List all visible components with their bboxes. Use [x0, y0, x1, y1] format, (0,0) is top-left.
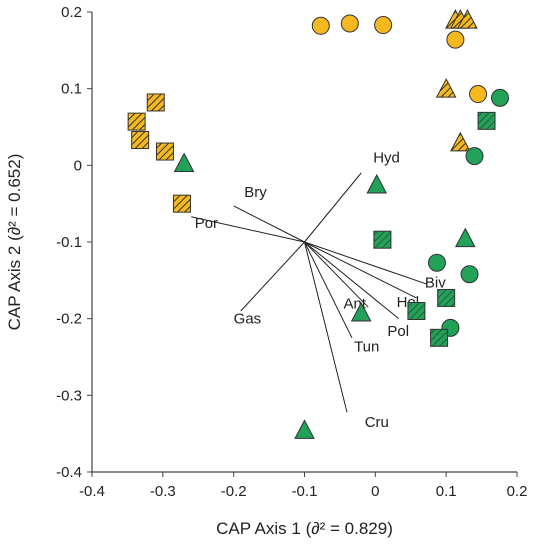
green-square-hatched-point — [430, 328, 449, 347]
yellow-square-hatched-point — [155, 142, 174, 161]
yellow-circle-point — [446, 30, 465, 49]
y-tick-label: -0.2 — [56, 311, 82, 328]
y-tick-label: 0 — [74, 157, 82, 174]
vector-label-bry: Bry — [244, 184, 267, 201]
vector-por — [191, 216, 305, 243]
green-circle-point — [491, 88, 509, 107]
green-square-hatched-point — [437, 288, 456, 307]
yellow-triangle-hatched-point — [450, 131, 471, 152]
data-points — [127, 9, 509, 439]
x-tick-label: -0.2 — [221, 483, 247, 500]
green-circle-point — [427, 253, 446, 272]
vector-bry — [233, 205, 305, 243]
yellow-square-hatched-point — [131, 131, 150, 150]
green-triangle-point — [350, 301, 372, 322]
green-square-hatched-point — [407, 302, 426, 320]
green-triangle-point — [366, 173, 388, 194]
y-tick-label: -0.1 — [56, 234, 82, 251]
vector-cru — [304, 241, 348, 413]
yellow-triangle-hatched-point — [435, 78, 457, 98]
vector-label-cru: Cru — [365, 414, 389, 431]
vector-hol — [304, 241, 417, 299]
yellow-circle-point — [340, 14, 359, 33]
vector-label-por: Por — [195, 215, 218, 232]
vector-label-tun: Tun — [354, 338, 379, 355]
yellow-circle-point — [311, 16, 330, 35]
vector-pol — [304, 241, 400, 320]
yellow-circle-point — [374, 16, 393, 35]
y-tick-label: 0.1 — [61, 81, 82, 98]
green-triangle-point — [173, 152, 195, 173]
green-square-hatched-point — [373, 230, 392, 249]
x-tick-label: 0.1 — [436, 483, 457, 500]
green-circle-point — [465, 147, 484, 166]
green-circle-point — [460, 265, 479, 284]
yellow-square-hatched-point — [146, 93, 165, 112]
x-tick-label: -0.1 — [292, 483, 318, 500]
vector-gas — [240, 241, 305, 312]
x-tick-label: 0 — [371, 483, 379, 500]
x-tick-label: 0.2 — [507, 483, 528, 500]
x-axis-title: CAP Axis 1 (∂² = 0.829) — [216, 519, 393, 538]
yellow-circle-point — [469, 85, 488, 104]
vector-biv — [304, 241, 428, 285]
yellow-square-hatched-point — [127, 112, 146, 131]
vector-label-biv: Biv — [425, 275, 446, 292]
vector-tun — [304, 241, 353, 339]
green-triangle-point — [454, 227, 476, 248]
vector-hyd — [304, 172, 362, 243]
vector-ant — [304, 241, 369, 308]
x-tick-label: -0.3 — [150, 483, 176, 500]
vector-label-pol: Pol — [387, 323, 409, 340]
x-tick-label: -0.4 — [79, 483, 105, 500]
vector-label-gas: Gas — [234, 311, 262, 328]
yellow-triangle-hatched-point — [457, 9, 478, 29]
y-tick-label: 0.2 — [61, 4, 82, 21]
green-square-hatched-point — [477, 111, 496, 130]
green-triangle-point — [294, 419, 315, 439]
yellow-square-hatched-point — [172, 194, 191, 213]
y-tick-label: -0.4 — [56, 464, 82, 481]
vector-label-hyd: Hyd — [373, 150, 400, 167]
y-axis-title: CAP Axis 2 (∂² = 0.652) — [5, 154, 24, 331]
axes: -0.4 -0.3 -0.2 -0.1 0 0.1 0.2 0.2 0.1 0 -0.1 -0.2 -0… — [56, 4, 527, 500]
y-tick-label: -0.3 — [56, 387, 82, 404]
biplot-vectors: HydBryPorGasBivHolAntPolTunCru — [191, 150, 446, 431]
